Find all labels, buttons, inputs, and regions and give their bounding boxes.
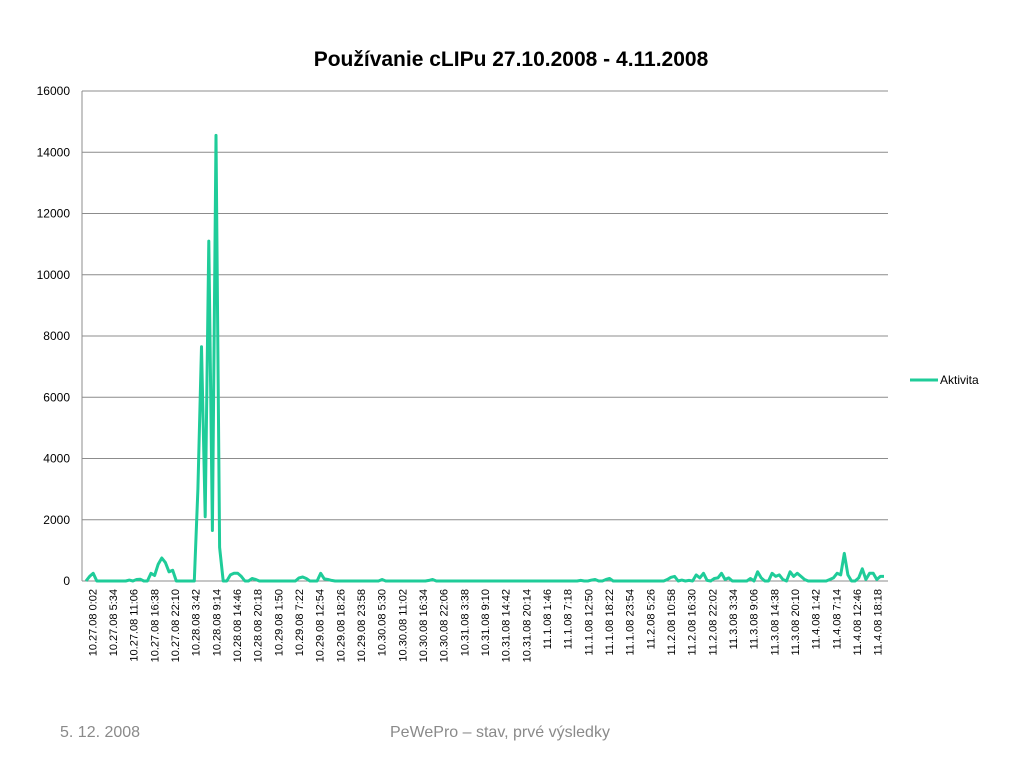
y-tick-label: 6000: [43, 390, 70, 404]
y-tick-label: 0: [63, 574, 70, 588]
x-tick-label: 10.27.08 11:06: [129, 589, 141, 662]
x-tick-label: 10.28.08 3:42: [191, 589, 203, 656]
y-tick-label: 4000: [43, 452, 70, 466]
x-tick-label: 11.2.08 22:02: [707, 589, 719, 655]
x-tick-label: 10.27.08 0:02: [87, 589, 99, 656]
y-tick-label: 8000: [43, 329, 70, 343]
y-tick-label: 2000: [43, 513, 70, 527]
x-tick-label: 11.2.08 16:30: [687, 589, 699, 655]
x-tick-label: 11.3.08 14:38: [769, 589, 781, 655]
y-tick-label: 14000: [37, 145, 71, 159]
footer-date: 5. 12. 2008: [60, 724, 141, 741]
x-tick-label: 10.27.08 22:10: [170, 589, 182, 662]
x-tick-label: 10.31.08 20:14: [521, 589, 533, 662]
x-tick-label: 11.4.08 18:18: [873, 589, 885, 655]
x-tick-label: 10.27.08 5:34: [108, 589, 120, 656]
gridlines: [81, 90, 888, 582]
x-tick-label: 11.3.08 20:10: [790, 589, 802, 655]
x-tick-label: 10.27.08 16:38: [149, 589, 161, 662]
legend-label-aktivita: Aktivita: [940, 373, 979, 387]
x-tick-label: 10.30.08 22:06: [439, 589, 451, 662]
x-tick-label: 10.29.08 7:22: [294, 589, 306, 656]
series-group: [84, 133, 884, 583]
x-tick-label: 11.4.08 12:46: [852, 589, 864, 655]
x-tick-label: 10.31.08 3:38: [459, 589, 471, 656]
x-tick-label: 10.29.08 12:54: [315, 589, 327, 662]
x-tick-label: 10.30.08 5:30: [377, 589, 389, 656]
y-tick-label: 16000: [37, 84, 71, 98]
x-axis-tick-labels: 10.27.08 0:02 10.27.08 5:34 10.27.08 11:06…: [87, 589, 884, 662]
legend: Aktivita: [910, 373, 979, 387]
x-tick-label: 11.3.08 3:34: [728, 589, 740, 649]
y-axis-tick-labels: 0 2000 4000 6000 8000 10000 12000 14000 16000: [37, 84, 71, 588]
x-tick-label: 10.31.08 14:42: [501, 589, 513, 662]
x-tick-label: 11.1.08 23:54: [625, 589, 637, 655]
x-tick-label: 11.4.08 7:14: [831, 589, 843, 649]
x-tick-label: 11.3.08 9:06: [749, 589, 761, 649]
chart-title: Používanie cLIPu 27.10.2008 - 4.11.2008: [314, 48, 709, 71]
x-tick-label: 11.1.08 12:50: [583, 589, 595, 655]
x-tick-label: 11.1.08 18:22: [604, 589, 616, 655]
x-tick-label: 10.28.08 20:18: [253, 589, 265, 662]
x-tick-label: 10.29.08 1:50: [273, 589, 285, 656]
x-tick-label: 10.29.08 23:58: [356, 589, 368, 662]
x-tick-label: 11.2.08 10:58: [666, 589, 678, 655]
x-tick-label: 11.1.08 7:18: [563, 589, 575, 649]
x-tick-label: 11.2.08 5:26: [645, 589, 657, 649]
x-tick-label: 10.28.08 14:46: [232, 589, 244, 662]
series-line-aktivita: [84, 133, 884, 583]
x-tick-label: 11.1.08 1:46: [542, 589, 554, 649]
y-tick-label: 10000: [37, 268, 71, 282]
x-tick-label: 10.28.08 9:14: [211, 589, 223, 656]
x-tick-label: 10.30.08 11:02: [397, 589, 409, 662]
x-tick-label: 10.31.08 9:10: [480, 589, 492, 656]
y-tick-label: 12000: [37, 207, 71, 221]
footer-title: PeWePro – stav, prvé výsledky: [390, 724, 610, 741]
x-tick-label: 10.29.08 18:26: [335, 589, 347, 662]
x-tick-label: 10.30.08 16:34: [418, 589, 430, 662]
x-tick-label: 11.4.08 1:42: [811, 589, 823, 649]
